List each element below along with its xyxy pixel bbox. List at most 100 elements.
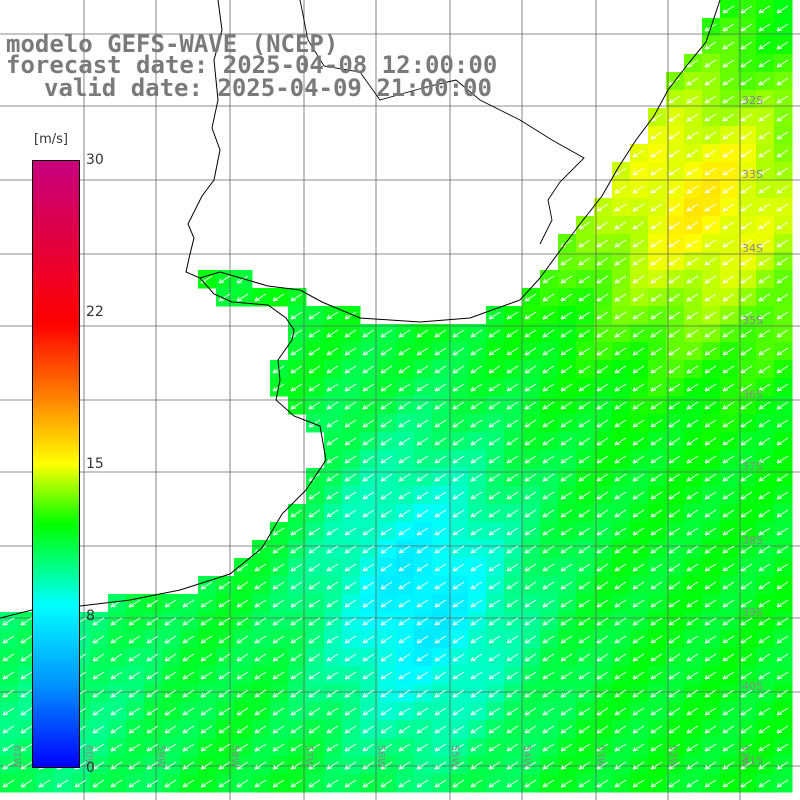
wind-arrow	[524, 473, 537, 482]
wind-arrow	[218, 293, 231, 302]
wind-arrow	[398, 401, 411, 410]
wind-arrow	[128, 743, 141, 752]
wind-arrow	[452, 383, 465, 392]
wind-arrow	[704, 635, 717, 644]
wind-arrow	[272, 653, 285, 662]
wind-arrow	[362, 491, 375, 500]
wind-arrow	[560, 707, 573, 716]
wind-arrow	[740, 689, 753, 698]
wind-arrow	[344, 725, 357, 734]
wind-arrow	[578, 311, 591, 320]
wind-arrow	[596, 419, 609, 428]
wind-arrow	[686, 689, 699, 698]
wind-arrow	[650, 239, 663, 248]
wind-arrow	[578, 347, 591, 356]
wind-arrow	[686, 401, 699, 410]
wind-arrow	[290, 383, 303, 392]
wind-arrow	[578, 293, 591, 302]
wind-arrow	[614, 365, 627, 374]
wind-arrow	[704, 689, 717, 698]
wind-arrow	[362, 473, 375, 482]
wind-arrow	[380, 509, 393, 518]
wind-arrow	[272, 689, 285, 698]
wind-arrow	[398, 761, 411, 770]
wind-arrow	[650, 437, 663, 446]
wind-arrow	[470, 581, 483, 590]
wind-arrow	[686, 707, 699, 716]
wind-arrow	[614, 473, 627, 482]
wind-arrow	[668, 113, 681, 122]
wind-arrow	[686, 149, 699, 158]
wind-arrow	[398, 725, 411, 734]
wind-arrow	[614, 725, 627, 734]
lon-label: 53W	[595, 745, 606, 768]
wind-arrow	[776, 653, 789, 662]
wind-arrow	[308, 509, 321, 518]
wind-arrow	[740, 545, 753, 554]
wind-arrow	[758, 95, 771, 104]
wind-arrow	[686, 419, 699, 428]
wind-arrow	[488, 617, 501, 626]
wind-arrow	[380, 635, 393, 644]
wind-arrow	[722, 41, 735, 50]
wind-arrow	[326, 653, 339, 662]
wind-arrow	[758, 149, 771, 158]
wind-arrow	[776, 221, 789, 230]
wind-arrow	[254, 779, 267, 788]
wind-arrow	[398, 617, 411, 626]
wind-arrow	[776, 95, 789, 104]
wind-arrow	[758, 473, 771, 482]
wind-arrow	[596, 779, 609, 788]
wind-arrow	[506, 689, 519, 698]
wind-arrow	[722, 329, 735, 338]
wind-arrow	[2, 761, 15, 770]
wind-arrow	[596, 401, 609, 410]
wind-arrow	[254, 743, 267, 752]
wind-arrow	[218, 761, 231, 770]
wind-arrow	[344, 581, 357, 590]
wind-arrow	[362, 545, 375, 554]
wind-arrow	[380, 743, 393, 752]
wind-arrow	[146, 689, 159, 698]
wind-arrow	[506, 347, 519, 356]
wind-arrow	[740, 383, 753, 392]
wind-arrow	[578, 653, 591, 662]
wind-arrow	[362, 347, 375, 356]
wind-arrow	[470, 527, 483, 536]
wind-arrow	[668, 563, 681, 572]
wind-arrow	[542, 725, 555, 734]
wind-arrow	[434, 491, 447, 500]
wind-arrow	[560, 671, 573, 680]
wind-arrow	[776, 41, 789, 50]
wind-arrow	[614, 653, 627, 662]
wind-arrow	[344, 347, 357, 356]
wind-arrow	[578, 581, 591, 590]
wind-arrow	[722, 185, 735, 194]
wind-arrow	[2, 725, 15, 734]
wind-arrow	[344, 545, 357, 554]
wind-arrow	[740, 707, 753, 716]
wind-arrow	[650, 131, 663, 140]
wind-arrow	[578, 491, 591, 500]
wind-arrow	[704, 383, 717, 392]
wind-arrow	[758, 707, 771, 716]
wind-arrow	[506, 761, 519, 770]
wind-arrow	[488, 689, 501, 698]
wind-arrow	[650, 671, 663, 680]
wind-arrow	[326, 761, 339, 770]
wind-arrow	[380, 581, 393, 590]
wind-arrow	[308, 347, 321, 356]
wind-arrow	[596, 473, 609, 482]
wind-arrow	[308, 491, 321, 500]
wind-arrow	[758, 563, 771, 572]
lon-label: 54W	[521, 745, 532, 768]
wind-arrow	[596, 761, 609, 770]
wind-arrow	[308, 383, 321, 392]
wind-arrow	[686, 581, 699, 590]
wind-arrow	[632, 203, 645, 212]
wind-arrow	[416, 617, 429, 626]
wind-arrow	[578, 725, 591, 734]
wind-arrow	[218, 725, 231, 734]
wind-arrow	[308, 635, 321, 644]
